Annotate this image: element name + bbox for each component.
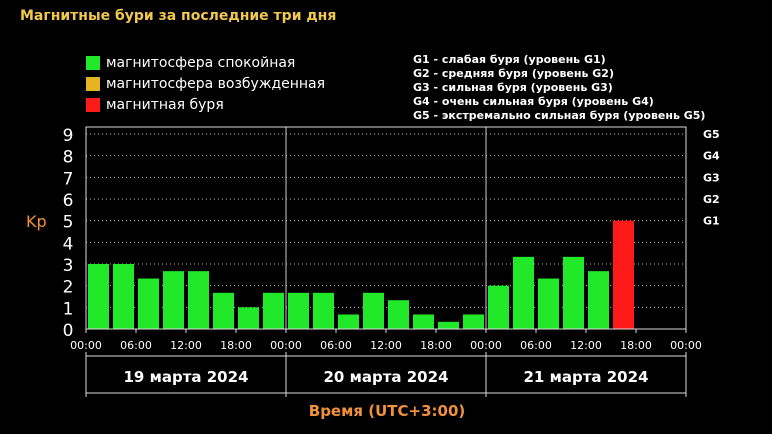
y-tick-label-9: 9 bbox=[63, 126, 74, 146]
legend-item-storm: магнитная буря bbox=[86, 94, 325, 115]
bar-7 bbox=[263, 292, 284, 329]
legend-swatch-storm bbox=[86, 97, 100, 112]
bar-10 bbox=[338, 314, 359, 329]
legend-swatch-quiet bbox=[86, 55, 100, 70]
x-tick-label-12: 00:00 bbox=[670, 339, 702, 352]
right-tick-label-g4: G4 bbox=[703, 150, 720, 163]
storm-level-g1: G1 - слабая буря (уровень G1) bbox=[413, 53, 606, 66]
x-tick-label-8: 00:00 bbox=[470, 339, 502, 352]
x-tick-label-4: 00:00 bbox=[270, 339, 302, 352]
bar-3 bbox=[163, 271, 184, 329]
right-tick-label-g5: G5 bbox=[703, 128, 720, 141]
y-tick-label-0: 0 bbox=[63, 321, 74, 341]
bar-1 bbox=[113, 264, 134, 329]
page-title: Магнитные бури за последние три дня bbox=[20, 8, 337, 24]
day-label-1: 20 марта 2024 bbox=[323, 368, 448, 386]
chart-bars bbox=[88, 220, 634, 329]
day-label-2: 21 марта 2024 bbox=[523, 368, 648, 386]
bar-6 bbox=[238, 307, 259, 329]
bar-12 bbox=[388, 300, 409, 329]
y-tick-label-1: 1 bbox=[63, 299, 74, 319]
x-tick-label-10: 12:00 bbox=[570, 339, 602, 352]
x-tick-label-9: 06:00 bbox=[520, 339, 552, 352]
x-tick-label-5: 06:00 bbox=[320, 339, 352, 352]
bar-19 bbox=[563, 256, 584, 329]
day-label-0: 19 марта 2024 bbox=[123, 368, 248, 386]
chart-axes bbox=[85, 126, 687, 397]
legend: магнитосфера спокойная магнитосфера возб… bbox=[86, 52, 325, 115]
y-tick-label-6: 6 bbox=[63, 191, 74, 211]
x-tick-label-3: 18:00 bbox=[220, 339, 252, 352]
bar-0 bbox=[88, 264, 109, 329]
legend-swatch-active bbox=[86, 76, 100, 91]
storm-level-g5: G5 - экстремально сильная буря (уровень … bbox=[413, 109, 706, 122]
y-axis-title: Kp bbox=[26, 212, 47, 231]
chart-grid bbox=[86, 127, 686, 329]
storm-level-g2: G2 - средняя буря (уровень G2) bbox=[413, 67, 614, 80]
y-tick-label-4: 4 bbox=[63, 234, 74, 254]
bar-2 bbox=[138, 278, 159, 329]
bar-8 bbox=[288, 292, 309, 329]
legend-label-quiet: магнитосфера спокойная bbox=[106, 54, 296, 71]
y-tick-label-8: 8 bbox=[63, 148, 74, 168]
bar-18 bbox=[538, 278, 559, 329]
bar-13 bbox=[413, 314, 434, 329]
bar-16 bbox=[488, 285, 509, 329]
bar-15 bbox=[463, 314, 484, 329]
bar-11 bbox=[363, 292, 384, 329]
x-axis-title: Время (UTC+3:00) bbox=[309, 402, 465, 420]
legend-label-storm: магнитная буря bbox=[106, 96, 224, 113]
legend-label-active: магнитосфера возбужденная bbox=[106, 75, 326, 92]
bar-21 bbox=[613, 220, 634, 329]
y-tick-label-3: 3 bbox=[63, 256, 74, 276]
y-tick-label-2: 2 bbox=[63, 278, 74, 298]
legend-item-quiet: магнитосфера спокойная bbox=[86, 52, 325, 73]
y-tick-label-5: 5 bbox=[63, 213, 74, 233]
bar-5 bbox=[213, 292, 234, 329]
right-tick-label-g3: G3 bbox=[703, 171, 720, 184]
bar-9 bbox=[313, 292, 334, 329]
x-tick-label-7: 18:00 bbox=[420, 339, 452, 352]
x-tick-label-11: 18:00 bbox=[620, 339, 652, 352]
right-tick-label-g1: G1 bbox=[703, 215, 720, 228]
x-tick-label-1: 06:00 bbox=[120, 339, 152, 352]
bar-20 bbox=[588, 271, 609, 329]
bar-17 bbox=[513, 256, 534, 329]
y-tick-label-7: 7 bbox=[63, 169, 74, 189]
bar-4 bbox=[188, 271, 209, 329]
storm-level-list: G1 - слабая буря (уровень G1) G2 - средн… bbox=[413, 53, 705, 123]
storm-level-g3: G3 - сильная буря (уровень G3) bbox=[413, 81, 613, 94]
x-tick-label-2: 12:00 bbox=[170, 339, 202, 352]
right-tick-label-g2: G2 bbox=[703, 193, 720, 206]
storm-level-g4: G4 - очень сильная буря (уровень G4) bbox=[413, 95, 654, 108]
legend-item-active: магнитосфера возбужденная bbox=[86, 73, 325, 94]
x-tick-label-6: 12:00 bbox=[370, 339, 402, 352]
x-tick-label-0: 00:00 bbox=[70, 339, 102, 352]
bar-14 bbox=[438, 321, 459, 329]
